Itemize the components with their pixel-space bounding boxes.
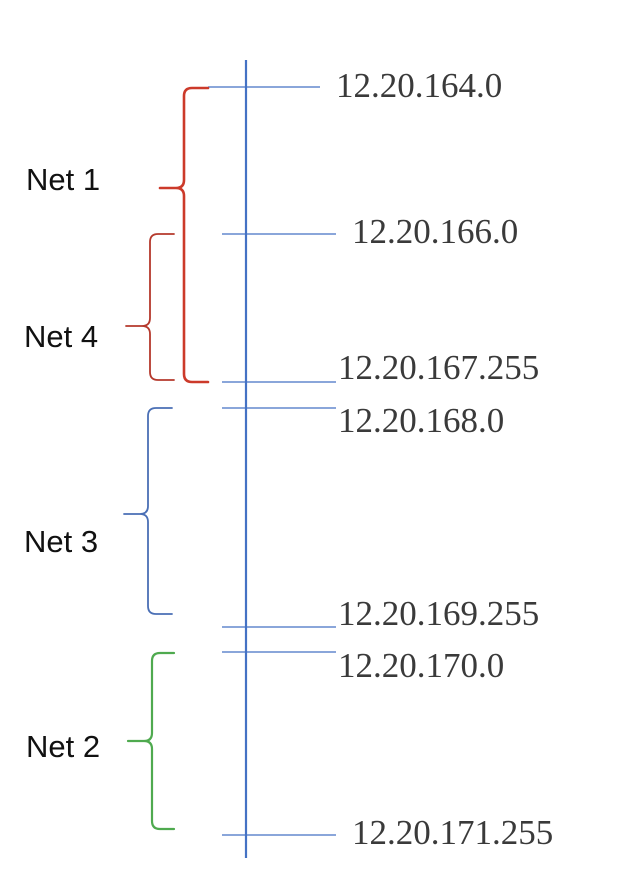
net-3-label: Net 3	[24, 524, 98, 559]
address-label: 12.20.166.0	[352, 212, 518, 251]
brace-net-4	[125, 233, 175, 381]
net-4-label: Net 4	[24, 319, 98, 354]
brace-net-3	[123, 407, 173, 615]
address-label: 12.20.170.0	[338, 646, 504, 685]
address-label: 12.20.169.255	[338, 594, 539, 633]
address-label: 12.20.167.255	[338, 348, 539, 387]
net-2-label: Net 2	[26, 729, 100, 764]
brace-net-2	[126, 651, 176, 831]
address-label: 12.20.171.255	[352, 813, 553, 852]
address-label: 12.20.164.0	[336, 66, 502, 105]
address-ticks	[208, 86, 336, 836]
address-label: 12.20.168.0	[338, 401, 504, 440]
net-1-label: Net 1	[26, 162, 100, 197]
brace-net-1	[158, 86, 210, 384]
